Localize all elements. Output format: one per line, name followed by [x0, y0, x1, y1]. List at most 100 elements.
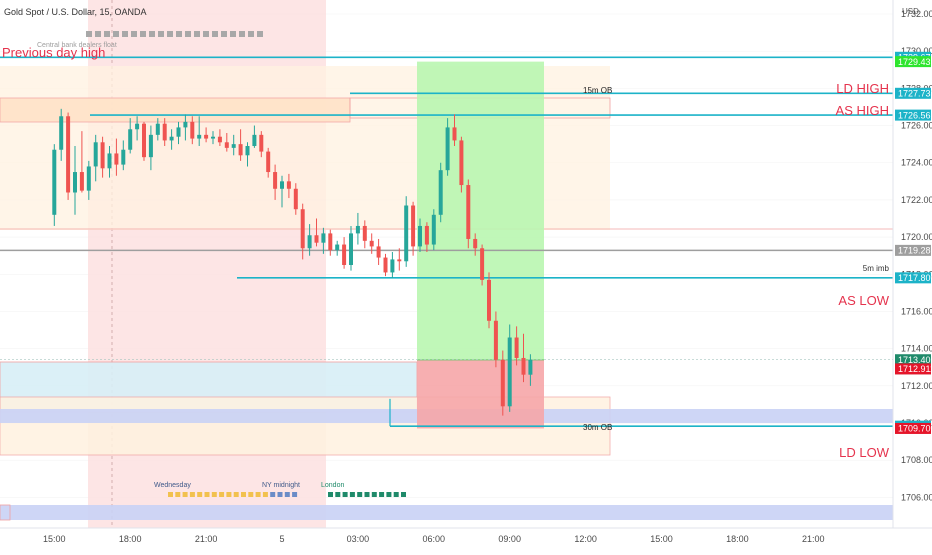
dealers-float-marker [203, 31, 209, 37]
session-marker-ny [204, 492, 210, 497]
session-label-ny-midnight: NY midnight [262, 482, 300, 489]
candle [121, 140, 126, 171]
x-tick-label: 18:00 [119, 534, 142, 544]
candle [445, 118, 450, 176]
dealers-float-marker [122, 31, 128, 37]
candle [73, 146, 77, 215]
candle-body [224, 142, 229, 148]
candle [418, 218, 422, 252]
candle-body [121, 149, 126, 165]
candle-body [252, 134, 257, 147]
candle-body [273, 172, 278, 189]
candle-body [245, 146, 250, 156]
session-marker-ny [168, 492, 173, 497]
x-tick-label: 12:00 [574, 534, 597, 544]
session-marker-ny [292, 492, 298, 497]
level-layer [0, 56, 893, 427]
session-marker-london [371, 492, 377, 497]
candle-body [176, 127, 181, 137]
candle [376, 238, 381, 265]
candle-body [431, 214, 436, 245]
candle [204, 127, 209, 143]
candle [521, 333, 526, 383]
label-as-high: AS HIGH [836, 103, 889, 118]
dealers-float-marker [230, 31, 236, 37]
session-marker-ny [175, 492, 181, 497]
session-label-london: London [321, 482, 344, 489]
x-tick-label: 06:00 [423, 534, 446, 544]
dealers-float-marker [194, 31, 200, 37]
price-tag-bg [895, 109, 931, 121]
candle-body [376, 246, 381, 258]
dealers-float-marker [158, 31, 164, 37]
candle [266, 147, 271, 178]
candle-body [169, 136, 174, 141]
candle [162, 118, 167, 147]
candle [211, 131, 215, 145]
session-marker-london [328, 492, 333, 497]
candle-body [86, 166, 91, 191]
candle [411, 201, 416, 256]
dealers-float-marker [221, 31, 227, 37]
candle-body [79, 172, 84, 191]
dealers-float-marker [149, 31, 155, 37]
candle [197, 116, 202, 147]
candle-body [466, 185, 471, 239]
candle [307, 224, 312, 256]
candle-body [280, 181, 284, 189]
candle [507, 324, 512, 412]
price-tag: 1729.439 [895, 56, 932, 68]
dealers-float-marker [104, 31, 110, 37]
candle-body [487, 279, 491, 321]
dealers-float-marker [248, 31, 254, 37]
candle [183, 114, 188, 141]
candle [466, 179, 471, 249]
candle [355, 212, 360, 245]
candle [293, 183, 298, 215]
candle [148, 125, 153, 171]
candle [107, 146, 112, 178]
ob15-label: 15m OB [583, 86, 612, 95]
target-zone [417, 61, 544, 360]
candle [252, 125, 257, 148]
candle-body [204, 134, 209, 139]
candle [286, 173, 291, 199]
price-tag-value: 1712.911 [898, 364, 932, 374]
candle-body [286, 181, 291, 189]
candle-body [190, 121, 195, 139]
candle [390, 251, 395, 279]
candle-body [314, 235, 319, 243]
candle-body [411, 205, 416, 247]
dealers-float-marker [167, 31, 173, 37]
candle [231, 134, 236, 156]
price-tag-bg [895, 363, 931, 375]
candle [349, 225, 353, 271]
candle-body [300, 209, 305, 249]
candle [383, 253, 388, 277]
y-tick-label: 1712.000 [901, 381, 932, 391]
candle-body [107, 153, 112, 169]
session-marker-ny [233, 492, 239, 497]
candle-body [480, 248, 485, 280]
y-tick-label: 1730.000 [901, 46, 932, 56]
session-marker-ny [182, 492, 188, 497]
chart-title: Gold Spot / U.S. Dollar, 15, OANDA [4, 7, 147, 17]
price-tag: 1726.562 [895, 109, 932, 121]
candle [245, 142, 250, 167]
candle [259, 131, 264, 158]
candle-body [369, 240, 374, 247]
candle-body [73, 172, 77, 193]
candle [66, 112, 71, 200]
session-marker-london [401, 492, 406, 497]
candle [487, 272, 491, 329]
candle-body [259, 134, 264, 152]
session-marker-london [393, 492, 399, 497]
candle [52, 144, 57, 226]
session-marker-ny [241, 492, 246, 497]
candle-body [362, 225, 367, 241]
candle-body [307, 235, 312, 249]
dealers-float-marker [113, 31, 119, 37]
candle [459, 136, 464, 193]
